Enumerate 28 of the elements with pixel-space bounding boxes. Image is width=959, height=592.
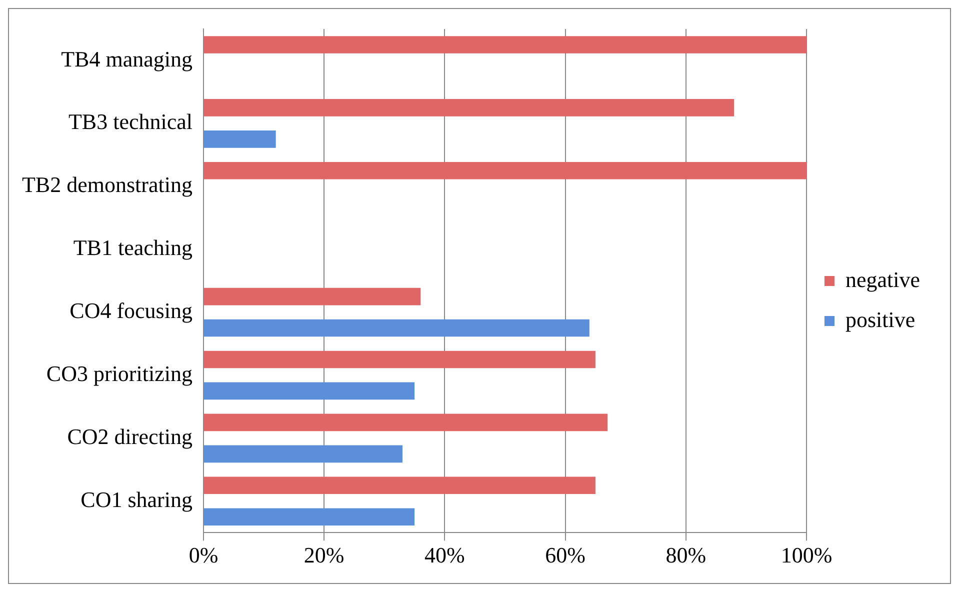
y-tick-label: CO2 directing — [67, 424, 192, 449]
x-tick-label: 0% — [188, 542, 218, 568]
bar — [204, 414, 608, 432]
y-tick-label: TB4 managing — [61, 46, 192, 72]
y-tick-label: CO4 focusing — [70, 298, 192, 324]
bar — [204, 288, 421, 306]
bar — [204, 445, 402, 463]
y-tick-label: CO1 sharing — [80, 486, 192, 512]
bar — [204, 99, 734, 116]
x-tick-label: 60% — [545, 542, 586, 568]
bar — [204, 319, 590, 337]
y-tick-label: CO3 prioritizing — [46, 361, 192, 386]
legend-label: negative — [845, 266, 920, 292]
y-tick-label: TB1 teaching — [73, 235, 192, 260]
legend-label: positive — [845, 306, 916, 332]
bar — [204, 508, 415, 526]
bar — [204, 36, 806, 54]
y-tick-label: TB3 technical — [68, 109, 192, 134]
bar — [204, 382, 415, 400]
x-tick-label: 20% — [304, 542, 344, 568]
x-tick-label: 100% — [780, 542, 832, 568]
bar — [204, 162, 806, 180]
bar — [204, 130, 276, 148]
bar — [204, 476, 596, 494]
y-tick-label: TB2 demonstrating — [22, 172, 192, 198]
x-tick-label: 80% — [666, 542, 706, 568]
bar — [204, 350, 596, 368]
x-tick-label: 40% — [424, 542, 465, 568]
